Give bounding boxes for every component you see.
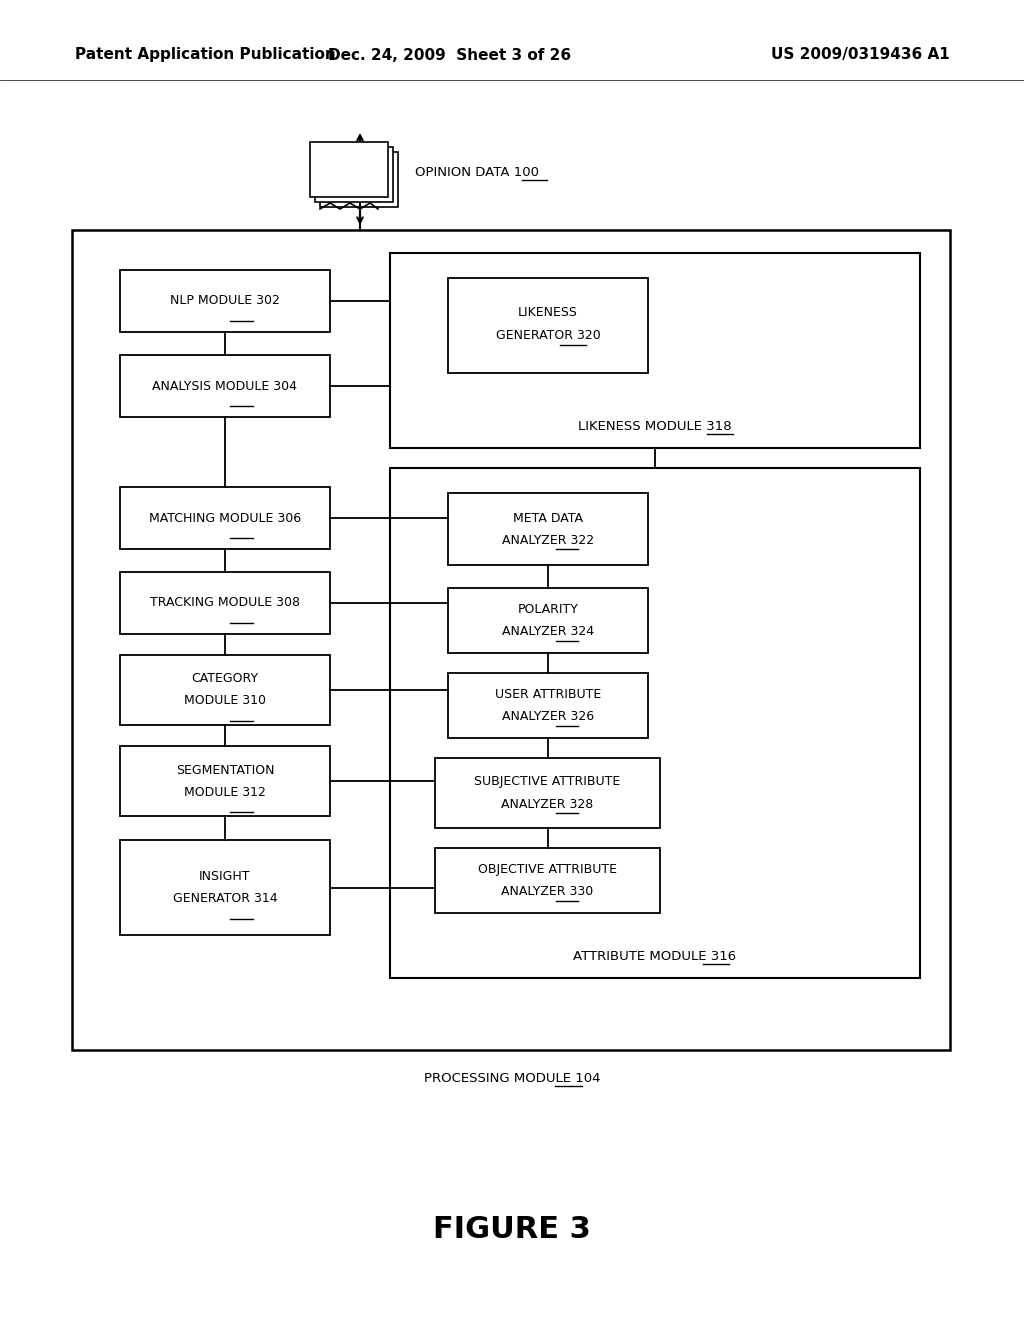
Text: ATTRIBUTE MODULE 316: ATTRIBUTE MODULE 316 xyxy=(573,949,736,962)
Text: ANALYSIS MODULE 304: ANALYSIS MODULE 304 xyxy=(153,380,298,392)
Bar xyxy=(449,492,648,565)
Text: ANALYZER 322: ANALYZER 322 xyxy=(502,533,594,546)
Bar xyxy=(449,279,648,374)
Text: USER ATTRIBUTE: USER ATTRIBUTE xyxy=(495,688,601,701)
Bar xyxy=(390,253,920,447)
Text: GENERATOR 320: GENERATOR 320 xyxy=(496,329,600,342)
Text: LIKENESS: LIKENESS xyxy=(518,306,578,319)
Text: ANALYZER 326: ANALYZER 326 xyxy=(502,710,594,723)
Text: ANALYZER 330: ANALYZER 330 xyxy=(502,884,594,898)
Bar xyxy=(120,572,330,634)
Text: ANALYZER 324: ANALYZER 324 xyxy=(502,624,594,638)
Bar xyxy=(120,487,330,549)
Bar xyxy=(449,673,648,738)
Text: INSIGHT: INSIGHT xyxy=(200,870,251,883)
Text: ANALYZER 328: ANALYZER 328 xyxy=(502,797,594,810)
Text: PROCESSING MODULE 104: PROCESSING MODULE 104 xyxy=(424,1072,600,1085)
Text: SEGMENTATION: SEGMENTATION xyxy=(176,763,274,776)
Text: OBJECTIVE ATTRIBUTE: OBJECTIVE ATTRIBUTE xyxy=(478,863,617,876)
Text: OPINION DATA 100: OPINION DATA 100 xyxy=(415,165,539,178)
Bar xyxy=(449,587,648,653)
Text: FIGURE 3: FIGURE 3 xyxy=(433,1216,591,1245)
Bar xyxy=(120,746,330,816)
Text: POLARITY: POLARITY xyxy=(517,603,579,616)
Bar xyxy=(319,152,398,207)
Text: Patent Application Publication: Patent Application Publication xyxy=(75,48,336,62)
Text: SUBJECTIVE ATTRIBUTE: SUBJECTIVE ATTRIBUTE xyxy=(474,776,621,788)
Text: GENERATOR 314: GENERATOR 314 xyxy=(173,892,278,906)
Text: US 2009/0319436 A1: US 2009/0319436 A1 xyxy=(771,48,950,62)
Bar xyxy=(435,758,660,828)
Text: MODULE 310: MODULE 310 xyxy=(184,694,266,708)
Bar xyxy=(120,355,330,417)
Text: LIKENESS MODULE 318: LIKENESS MODULE 318 xyxy=(579,420,732,433)
Text: NLP MODULE 302: NLP MODULE 302 xyxy=(170,294,280,308)
Text: TRACKING MODULE 308: TRACKING MODULE 308 xyxy=(150,597,300,610)
Text: MATCHING MODULE 306: MATCHING MODULE 306 xyxy=(148,511,301,524)
Bar xyxy=(310,143,388,197)
Text: CATEGORY: CATEGORY xyxy=(191,672,259,685)
Bar xyxy=(120,271,330,333)
Bar xyxy=(315,147,393,202)
Text: Dec. 24, 2009  Sheet 3 of 26: Dec. 24, 2009 Sheet 3 of 26 xyxy=(329,48,571,62)
Bar xyxy=(390,469,920,978)
Text: META DATA: META DATA xyxy=(513,511,583,524)
Bar xyxy=(435,847,660,913)
Bar xyxy=(72,230,950,1049)
Text: MODULE 312: MODULE 312 xyxy=(184,785,266,799)
Bar xyxy=(120,655,330,725)
Bar xyxy=(120,840,330,935)
